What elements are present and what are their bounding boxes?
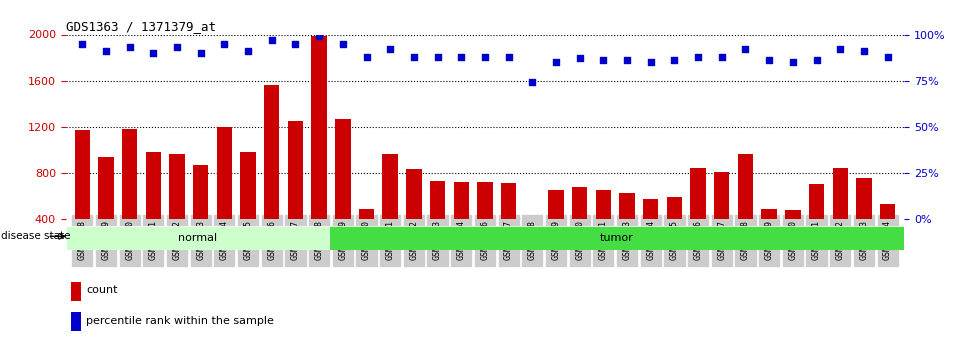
Point	[738, 47, 753, 52]
Bar	[572, 187, 587, 265]
Point	[358, 54, 374, 59]
Bar	[383, 155, 398, 265]
Bar	[761, 209, 777, 265]
Bar	[169, 155, 185, 265]
Point	[146, 50, 161, 56]
Point	[383, 47, 398, 52]
Bar	[216, 127, 232, 265]
Bar	[406, 169, 421, 265]
Bar	[99, 157, 114, 265]
Point	[596, 58, 611, 63]
Bar	[619, 193, 635, 265]
Point	[453, 54, 469, 59]
Bar	[477, 182, 493, 265]
Point	[856, 48, 871, 54]
Point	[619, 58, 635, 63]
Text: disease state: disease state	[1, 231, 71, 241]
Point	[785, 59, 801, 65]
Point	[406, 54, 421, 59]
Bar	[809, 185, 824, 265]
Bar	[71, 282, 81, 301]
Point	[809, 58, 824, 63]
Point	[880, 54, 895, 59]
Bar	[691, 168, 706, 265]
Point	[525, 80, 540, 85]
Bar	[288, 121, 303, 265]
Bar	[329, 226, 904, 250]
Text: tumor: tumor	[600, 233, 634, 243]
Bar	[643, 199, 659, 265]
Point	[714, 54, 729, 59]
Text: normal: normal	[178, 233, 217, 243]
Bar	[146, 152, 161, 265]
Bar	[193, 165, 209, 265]
Bar	[667, 197, 682, 265]
Bar	[241, 152, 256, 265]
Bar	[74, 130, 90, 265]
Bar	[549, 190, 564, 265]
Text: percentile rank within the sample: percentile rank within the sample	[86, 316, 273, 326]
Point	[430, 54, 445, 59]
Text: count: count	[86, 285, 118, 295]
Point	[501, 54, 517, 59]
Bar	[596, 190, 611, 265]
Bar	[785, 210, 801, 265]
Point	[288, 41, 303, 47]
Bar	[856, 178, 871, 265]
Point	[761, 58, 777, 63]
Bar	[264, 85, 279, 265]
Point	[122, 45, 137, 50]
Bar	[358, 209, 374, 265]
Point	[667, 58, 682, 63]
Bar	[430, 181, 445, 265]
Point	[74, 41, 90, 47]
Point	[691, 54, 706, 59]
Bar	[501, 183, 516, 265]
Bar	[525, 220, 540, 265]
Bar	[71, 312, 81, 331]
Bar	[454, 182, 469, 265]
Point	[643, 59, 659, 65]
Point	[572, 56, 587, 61]
Point	[477, 54, 493, 59]
Bar	[880, 204, 895, 265]
Point	[193, 50, 209, 56]
Point	[99, 48, 114, 54]
Bar	[335, 119, 351, 265]
Point	[833, 47, 848, 52]
Point	[216, 41, 232, 47]
Point	[241, 48, 256, 54]
Point	[549, 59, 564, 65]
Bar	[714, 172, 729, 265]
Bar	[311, 36, 327, 265]
Bar	[738, 155, 753, 265]
Point	[264, 37, 279, 43]
Point	[169, 45, 185, 50]
Text: GDS1363 / 1371379_at: GDS1363 / 1371379_at	[66, 20, 215, 33]
Bar	[833, 168, 848, 265]
Point	[335, 41, 351, 47]
Bar	[66, 226, 329, 250]
Bar	[122, 129, 137, 265]
Point	[311, 33, 327, 39]
